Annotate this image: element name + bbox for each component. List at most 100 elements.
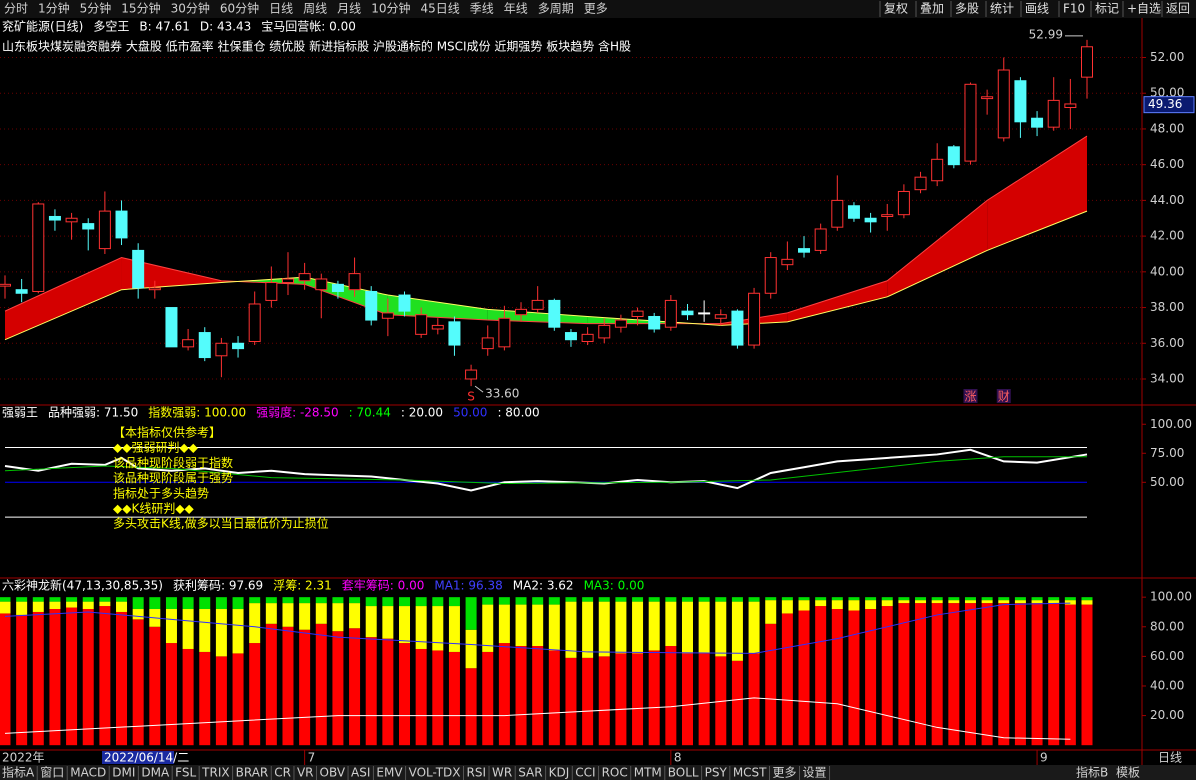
indicator-tab[interactable]: VOL-TDX [409,766,461,780]
candle-body [581,333,594,342]
indicator-tab[interactable]: RSI [467,766,487,780]
header-item: 宝马回营帐: 0.00 [261,19,356,34]
indicator-tab[interactable]: BRAR [236,766,269,780]
period-button[interactable]: 分时 [4,2,28,16]
indicator-tab[interactable]: MTM [634,766,662,780]
indicator-tab[interactable]: DMA [141,766,170,780]
event-marker-label[interactable]: 涨 [964,389,976,404]
indicator-tab[interactable]: OBV [320,766,346,780]
chip-bar [781,597,793,601]
indicator-tab[interactable]: 指标B [1076,765,1108,780]
period-button[interactable]: 1分钟 [38,1,70,16]
period-button[interactable]: 45日线 [420,2,459,16]
candle-body [398,294,411,312]
header-item: 六彩神龙新(47,13,30,85,35) [2,578,163,593]
period-button[interactable]: 5分钟 [80,1,112,16]
indicator-tab[interactable]: 设置 [803,766,827,780]
candle-body [1047,99,1060,128]
chip-bar [116,611,128,746]
tool-button[interactable]: 叠加 [920,2,944,16]
chip-bar [1048,597,1060,601]
indicator-tab[interactable]: SAR [518,766,542,780]
chip-bar [831,597,843,601]
indicator-tab[interactable]: CCI [575,766,595,780]
indicator-tab[interactable]: ASI [351,766,370,780]
indicator-tab[interactable]: WR [492,766,512,780]
period-button[interactable]: 更多 [584,2,608,16]
tool-button[interactable]: 画线 [1025,2,1049,16]
period-button[interactable]: 15分钟 [121,1,160,16]
candle-body [997,69,1010,139]
candle-body [465,369,478,380]
candle-body [698,312,711,315]
chip-bar [132,597,144,610]
indicator-tab[interactable]: MCST [733,766,767,780]
chip-bar [32,611,44,746]
indicator-tab[interactable]: DMI [112,766,135,780]
period-button[interactable]: 多周期 [538,2,574,16]
indicator-tab[interactable]: 更多 [773,766,797,780]
tool-button[interactable]: 复权 [884,2,908,16]
indicator-tab[interactable]: FSL [175,766,196,780]
chip-bar [998,600,1010,604]
event-marker-label[interactable]: 财 [998,390,1010,404]
period-button[interactable]: 30分钟 [171,1,210,16]
tool-button[interactable]: 多股 [955,2,979,16]
indicator-tab[interactable]: KDJ [549,766,570,780]
period-button[interactable]: 周线 [303,2,327,16]
indicator-tab[interactable]: 窗口 [40,766,64,780]
chip-bar [831,609,843,746]
tool-button[interactable]: 统计 [990,2,1014,16]
band-fill [5,257,122,340]
header-item: B: 47.61 [139,20,189,34]
candle-body [881,214,894,217]
header-item: 指数强弱: 100.00 [148,405,246,420]
candle-body [731,310,744,346]
event-marker-label[interactable]: S [467,390,475,404]
chip-bar [665,601,677,647]
indicator-tab[interactable]: 模板 [1116,766,1140,780]
period-button[interactable]: 日线 [269,2,293,16]
chip-bar [731,597,743,602]
chip-bar [748,653,760,746]
chip-bar [99,597,111,602]
candle-body [981,96,994,100]
period-button[interactable]: 60分钟 [220,1,259,16]
cursor-date: 2022/06/14/二 [104,751,189,765]
chip-bar [865,600,877,610]
candle-body [548,299,561,328]
header-item: D: 43.43 [200,20,251,34]
indicator-tab[interactable]: VR [297,766,314,780]
indicator-tab[interactable]: MACD [70,766,106,780]
period-button[interactable]: 季线 [470,2,494,16]
chip-bar [282,603,294,627]
indicator-tab[interactable]: 指标A [2,765,35,780]
month-label: 8 [674,751,682,765]
chip-bar [132,609,144,620]
tool-button[interactable]: 返回 [1166,2,1190,16]
indicator-tab[interactable]: TRIX [201,766,229,780]
chip-bar [515,597,527,605]
candle-body [798,248,811,253]
chip-bar [49,609,61,746]
tool-button[interactable]: F10 [1063,2,1085,16]
indicator-tab[interactable]: BOLL [668,766,699,780]
chip-bar [865,597,877,601]
chip-bar [99,606,111,746]
y-tick-label: 20.00 [1150,708,1184,722]
chip-bar [165,597,177,610]
indicator-tab[interactable]: CR [274,766,291,780]
band-fill [487,309,588,324]
indicator-tab[interactable]: ROC [602,766,628,780]
indicator-tab[interactable]: PSY [705,766,728,780]
tool-button[interactable]: +自选 [1127,2,1161,16]
chip-bar [199,609,211,652]
period-button[interactable]: 10分钟 [371,1,410,16]
chip-bar [548,650,560,746]
tool-button[interactable]: 标记 [1095,2,1119,16]
period-button[interactable]: 月线 [337,2,361,16]
period-button[interactable]: 年线 [504,2,528,16]
indicator-tab[interactable]: EMV [376,766,403,780]
chip-bar [482,651,494,746]
y-tick-label: 46.00 [1150,157,1184,171]
